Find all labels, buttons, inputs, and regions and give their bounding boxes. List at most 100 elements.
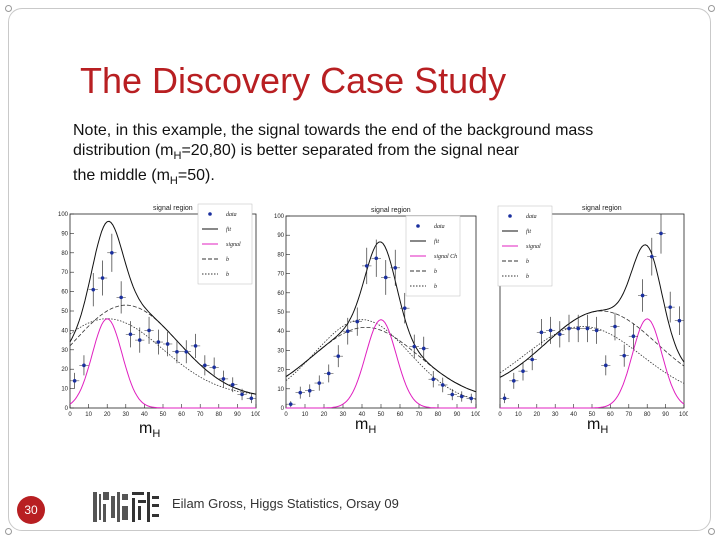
legend-marker: [416, 224, 420, 228]
note-line-3-post: =50).: [177, 167, 215, 185]
data-point: [345, 329, 350, 333]
x-tick-label: 60: [607, 412, 614, 418]
frame-corner-dot: [708, 5, 715, 12]
data-point: [539, 330, 544, 335]
legend-label: b: [526, 274, 529, 280]
legend-label: signal: [226, 242, 241, 248]
legend-label: data: [526, 214, 537, 220]
data-point: [631, 334, 636, 339]
data-point: [249, 396, 254, 401]
data-point: [613, 324, 617, 329]
signal-curve: [500, 318, 685, 409]
x-tick-label: 20: [533, 412, 540, 418]
data-point: [212, 365, 216, 370]
data-point: [469, 396, 474, 401]
x-axis-label-sub: H: [152, 428, 161, 441]
note-text: Note, in this example, the signal toward…: [73, 121, 693, 191]
data-point: [374, 256, 379, 261]
data-point: [240, 392, 244, 397]
y-tick-label: 80: [277, 252, 284, 258]
data-point: [147, 328, 151, 333]
data-point: [459, 394, 464, 399]
x-axis-label-2: mH: [355, 416, 376, 436]
x-tick-label: 50: [160, 412, 167, 418]
slide-number-badge: 30: [17, 496, 45, 524]
fit-curve: [285, 241, 477, 393]
data-point: [364, 264, 369, 268]
y-tick-label: 50: [277, 310, 284, 316]
legend-label: signal: [526, 244, 541, 250]
x-tick-label: 10: [515, 412, 522, 418]
signal-curve: [286, 319, 476, 409]
x-tick-label: 50: [589, 412, 596, 418]
plot-mh-80: signal region 0 10 20 30 40 50 60 70 80 90 100 data f…: [497, 205, 688, 418]
y-tick-label: 40: [61, 328, 68, 334]
data-point: [650, 254, 654, 259]
data-point: [288, 402, 293, 406]
data-point: [307, 388, 312, 393]
plot-title: signal region: [153, 205, 193, 212]
footer-text: Eilam Gross, Higgs Statistics, Orsay 09: [172, 496, 399, 511]
x-axis-label-main: m: [139, 420, 153, 437]
data-point: [221, 377, 226, 381]
data-point: [119, 295, 123, 300]
note-line-2-sub: H: [173, 150, 182, 163]
frame-corner-dot: [5, 528, 12, 535]
legend-label: fit: [526, 228, 531, 235]
x-tick-label: 50: [378, 412, 385, 418]
data-point: [383, 275, 388, 280]
note-line-3-sub: H: [169, 175, 178, 188]
data-point: [640, 293, 645, 298]
data-point: [576, 326, 580, 331]
data-point: [317, 381, 322, 385]
data-point: [156, 340, 161, 344]
data-point: [165, 342, 170, 346]
legend-label: b: [226, 257, 229, 263]
x-tick-label: 80: [215, 412, 222, 418]
data-point: [567, 326, 571, 331]
y-tick-label: 70: [61, 270, 68, 276]
x-tick-label: 10: [85, 412, 92, 418]
x-tick-label: 70: [625, 412, 632, 418]
y-tick-label: 100: [274, 214, 285, 220]
y-tick-label: 40: [277, 329, 284, 335]
x-tick-label: 0: [498, 412, 502, 418]
x-tick-label: 40: [570, 412, 577, 418]
data-point: [622, 353, 626, 358]
y-tick-label: 90: [61, 231, 68, 237]
y-tick-label: 100: [58, 212, 69, 218]
legend-marker: [508, 214, 512, 218]
note-line-3-pre: the middle (m: [73, 167, 170, 185]
legend-label: b: [526, 259, 529, 265]
data-point: [326, 371, 331, 376]
data-point: [193, 344, 198, 348]
y-tick-label: 20: [61, 367, 68, 373]
y-tick-label: 90: [277, 233, 284, 239]
data-point: [585, 326, 590, 331]
data-point: [431, 377, 436, 381]
data-point: [355, 319, 360, 324]
legend-label: b: [226, 272, 229, 278]
x-tick-label: 80: [435, 412, 442, 418]
data-point: [91, 287, 96, 292]
data-point: [298, 390, 303, 395]
data-point: [128, 332, 133, 337]
x-tick-label: 10: [302, 412, 309, 418]
x-tick-label: 70: [416, 412, 423, 418]
x-tick-label: 100: [471, 412, 480, 418]
data-point: [677, 318, 682, 323]
x-axis-label-3: mH: [587, 416, 608, 436]
data-point: [512, 379, 516, 383]
x-tick-label: 30: [122, 412, 129, 418]
data-point: [530, 357, 534, 362]
data-point: [668, 305, 672, 309]
legend-label: fit: [226, 226, 231, 233]
data-point: [421, 346, 426, 351]
institute-logo: [92, 490, 160, 524]
note-line-3: the middle (mH=50).: [73, 166, 693, 191]
data-point: [72, 379, 77, 383]
y-tick-label: 60: [61, 290, 68, 296]
data-point: [558, 332, 562, 337]
data-point: [521, 369, 525, 373]
frame-corner-dot: [708, 528, 715, 535]
